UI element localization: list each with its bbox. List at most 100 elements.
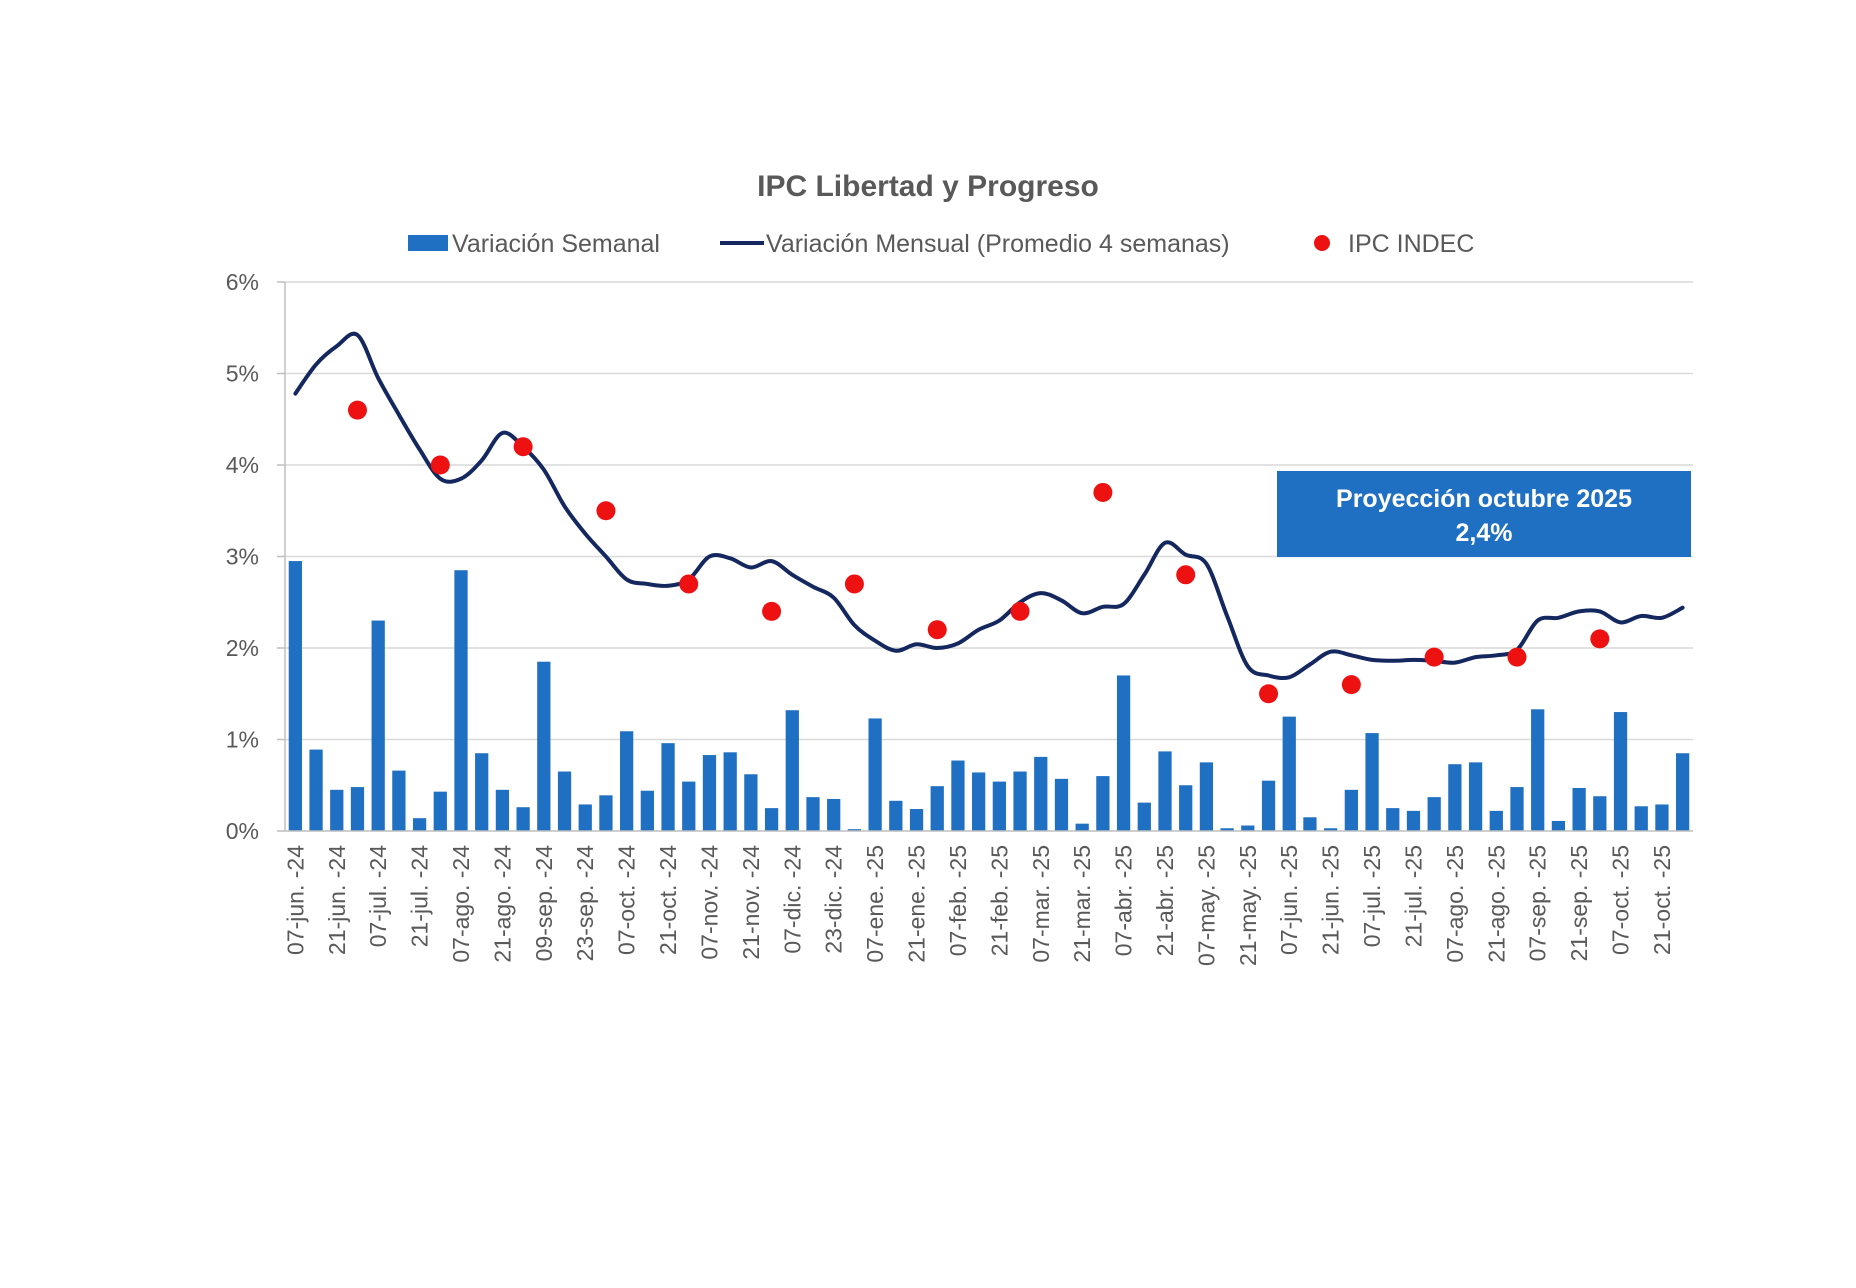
x-tick-label: 23-sep. -24 xyxy=(572,845,598,962)
bar xyxy=(1510,787,1524,831)
bar xyxy=(1324,828,1338,831)
y-tick-label: 3% xyxy=(226,544,259,570)
bar xyxy=(764,808,779,831)
y-tick-label: 1% xyxy=(226,727,259,753)
bar xyxy=(620,731,634,831)
indec-point xyxy=(679,574,699,594)
bar xyxy=(433,791,447,831)
bar xyxy=(785,710,799,831)
bar xyxy=(868,718,882,831)
bar xyxy=(309,749,323,831)
x-tick-label: 21-oct. -24 xyxy=(655,845,681,955)
x-tick-label: 07-jun. -25 xyxy=(1276,845,1302,955)
x-tick-label: 21-ago. -24 xyxy=(489,845,515,963)
bar xyxy=(288,561,302,831)
bar xyxy=(557,771,572,831)
bar xyxy=(371,620,385,831)
bar xyxy=(1386,808,1400,831)
bar xyxy=(412,818,427,831)
y-tick-label: 0% xyxy=(226,818,259,844)
x-tick-label: 21-may. -25 xyxy=(1235,845,1261,966)
legend: Variación Semanal Variación Mensual (Pro… xyxy=(408,230,1474,258)
bar xyxy=(1634,806,1648,831)
bar xyxy=(1676,753,1690,831)
bar xyxy=(972,772,986,831)
bar xyxy=(495,789,510,831)
projection-annotation: Proyección octubre 2025 2,4% xyxy=(1277,471,1691,557)
bar xyxy=(350,787,365,831)
y-tick-label: 4% xyxy=(226,452,259,478)
indec-point xyxy=(347,400,367,420)
bar xyxy=(1572,787,1586,831)
x-tick-label: 21-ago. -25 xyxy=(1483,845,1509,963)
indec-point xyxy=(1424,647,1444,667)
projection-box xyxy=(1277,471,1691,557)
x-tick-label: 21-sep. -25 xyxy=(1566,845,1592,961)
bar xyxy=(661,743,675,831)
bar xyxy=(578,804,592,831)
x-tick-label: 07-jul. -24 xyxy=(365,845,391,947)
bar xyxy=(1282,716,1296,831)
bar xyxy=(1303,817,1317,831)
x-axis-ticks: 07-jun. -24 21-jun. -24 07-jul. -24 21-jul.… xyxy=(282,845,1675,966)
y-tick-label: 6% xyxy=(226,269,259,295)
indec-point xyxy=(513,437,533,457)
bar xyxy=(1489,810,1503,831)
bar xyxy=(930,786,944,831)
x-tick-label: 07-ene. -25 xyxy=(862,845,888,963)
x-tick-label: 07-abr. -25 xyxy=(1111,845,1137,956)
bar xyxy=(1406,810,1421,831)
bar-series xyxy=(288,561,1690,831)
bar xyxy=(1075,823,1089,831)
indec-point xyxy=(1341,675,1361,695)
bar xyxy=(475,753,489,831)
indec-point xyxy=(927,620,947,640)
indec-point xyxy=(1093,482,1113,502)
x-tick-label: 07-dic. -24 xyxy=(779,845,805,954)
bar xyxy=(1220,828,1234,831)
bar xyxy=(1344,789,1358,831)
bar xyxy=(1013,771,1027,831)
x-tick-label: 07-mar. -25 xyxy=(1028,845,1054,963)
indec-point xyxy=(1176,565,1196,585)
legend-bar-label: Variación Semanal xyxy=(452,230,660,258)
bar xyxy=(744,774,758,831)
indec-point xyxy=(596,501,616,521)
bar xyxy=(1034,756,1048,831)
x-tick-label: 07-nov. -24 xyxy=(697,845,723,960)
x-tick-label: 21-jul. -24 xyxy=(407,845,433,947)
bar xyxy=(827,798,841,831)
indec-points xyxy=(347,400,1610,704)
bar xyxy=(454,570,468,831)
bar xyxy=(847,829,862,831)
bar xyxy=(1054,778,1069,831)
bar xyxy=(516,807,530,831)
x-tick-label: 21-jun. -24 xyxy=(324,845,350,955)
bar xyxy=(599,795,613,831)
bar xyxy=(330,789,344,831)
bar xyxy=(682,781,696,831)
x-tick-label: 21-mar. -25 xyxy=(1069,845,1095,963)
bar xyxy=(640,790,654,831)
bar xyxy=(1116,675,1131,831)
x-tick-label: 07-oct. -25 xyxy=(1608,845,1634,955)
chart-title: IPC Libertad y Progreso xyxy=(757,170,1099,203)
x-tick-label: 07-sep. -25 xyxy=(1525,845,1551,961)
bar xyxy=(909,809,924,831)
indec-point xyxy=(430,455,450,475)
bar xyxy=(1613,712,1628,831)
x-tick-label: 21-nov. -24 xyxy=(738,845,764,960)
x-tick-label: 09-sep. -24 xyxy=(531,845,557,962)
bar xyxy=(1137,802,1151,831)
bar xyxy=(992,781,1006,831)
bar xyxy=(889,800,903,831)
x-tick-label: 07-jun. -24 xyxy=(282,845,308,955)
indec-point xyxy=(1590,629,1610,649)
bar xyxy=(1531,709,1545,831)
x-tick-label: 07-feb. -25 xyxy=(945,845,971,956)
y-tick-label: 2% xyxy=(226,635,259,661)
x-tick-label: 07-ago. -24 xyxy=(448,845,474,963)
y-tick-label: 5% xyxy=(226,361,259,387)
indec-point xyxy=(762,601,782,621)
